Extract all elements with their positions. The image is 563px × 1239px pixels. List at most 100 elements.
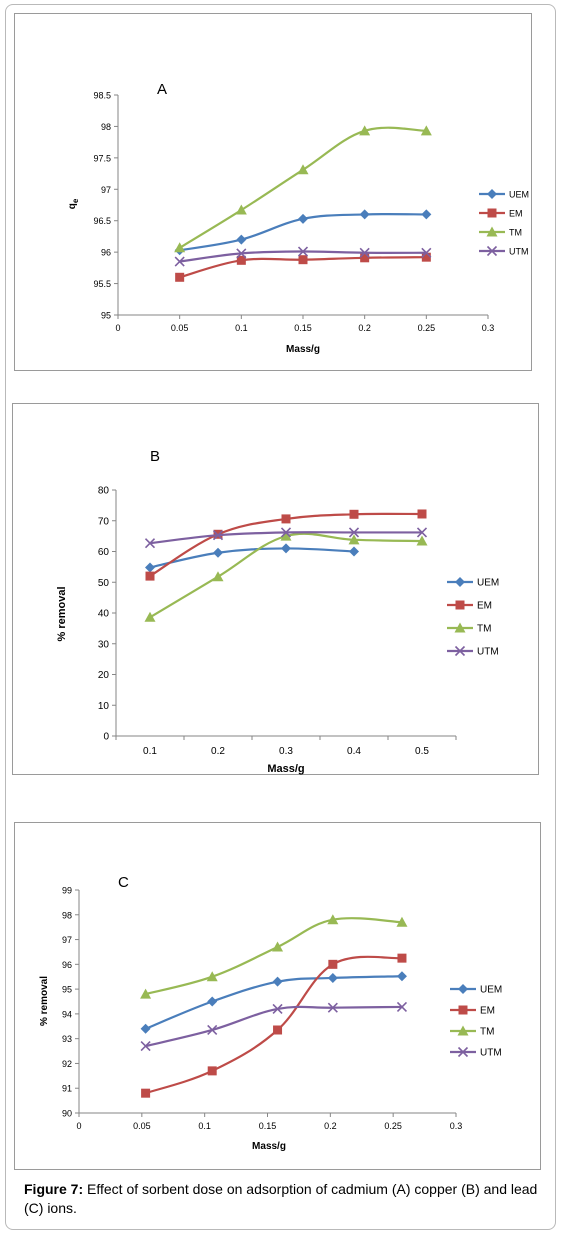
legend-item-utm: UTM xyxy=(447,645,499,658)
y-tick-label: 98.5 xyxy=(93,91,111,101)
x-tick-label: 0.05 xyxy=(171,323,189,333)
y-tick-label: 40 xyxy=(98,609,110,620)
legend-label: TM xyxy=(477,624,491,635)
x-tick-label: 0.25 xyxy=(418,323,436,333)
data-point-utm xyxy=(280,527,292,538)
series-utm xyxy=(174,246,432,267)
chart-panel-a: 95 95.5 96 96.5 97 97.5 98 98.5 0 0.05 0.1 0.15 0.2 0… xyxy=(14,13,532,371)
x-tick-label: 0.3 xyxy=(482,323,495,333)
caption-label: Figure 7: xyxy=(24,1181,84,1197)
series-line-uem xyxy=(149,547,355,569)
legend-label: UTM xyxy=(480,1048,502,1059)
y-tick-label: 96 xyxy=(62,960,72,970)
series-uem xyxy=(174,209,432,256)
chart-panel-b: 0 10 20 30 40 50 60 70 80 0.1 0.2 0.3 0.4 0.5 B Mass/g%… xyxy=(12,403,539,775)
data-point-utm xyxy=(421,247,432,258)
y-axis-label-subscript: e xyxy=(71,198,80,203)
data-point-uem xyxy=(359,209,370,220)
y-axis-label: qe xyxy=(67,198,80,209)
data-point-utm xyxy=(236,248,247,259)
data-point-em xyxy=(360,253,370,263)
legend-marker xyxy=(487,208,497,218)
series-em xyxy=(141,953,407,1098)
x-tick-label: 0.2 xyxy=(211,746,225,757)
legend-item-uem: UEM xyxy=(479,189,529,200)
y-tick-label: 97 xyxy=(62,935,72,945)
data-point-utm xyxy=(416,527,428,538)
y-tick-label: 20 xyxy=(98,670,110,681)
chart-panel-c: 90 91 92 93 94 95 96 97 98 99 0 0.05 0.1 0.15 0.2 0.25 0… xyxy=(14,822,541,1170)
y-tick-label: 97 xyxy=(101,185,111,195)
legend-item-uem: UEM xyxy=(447,577,499,589)
data-point-em xyxy=(421,252,431,262)
data-point-utm xyxy=(212,530,224,541)
legend-marker xyxy=(486,245,498,257)
panel-letter: B xyxy=(150,448,160,465)
data-point-uem xyxy=(207,996,218,1007)
x-tick-label: 0.1 xyxy=(235,323,248,333)
data-point-tm xyxy=(359,125,371,136)
legend-marker xyxy=(454,622,466,633)
data-point-tm xyxy=(348,534,360,545)
y-tick-label: 60 xyxy=(98,547,110,558)
data-point-tm xyxy=(280,530,292,541)
data-point-em xyxy=(298,255,308,265)
x-tick-label: 0.3 xyxy=(279,746,293,757)
legend-label: UEM xyxy=(480,985,502,996)
y-axis-label: % removal xyxy=(56,586,68,641)
data-point-em xyxy=(397,953,407,963)
legend-marker xyxy=(455,577,465,587)
data-point-em xyxy=(236,255,246,265)
legend-marker xyxy=(457,1025,469,1036)
y-tick-label: 30 xyxy=(98,639,110,650)
data-point-em xyxy=(328,959,338,969)
series-tm xyxy=(140,914,408,999)
legend-marker xyxy=(457,1046,469,1058)
y-tick-label: 95 xyxy=(62,985,72,995)
y-tick-label: 96.5 xyxy=(93,216,111,226)
legend-marker xyxy=(486,226,498,237)
chart-b: 0 10 20 30 40 50 60 70 80 0.1 0.2 0.3 0.4 0.5 B Mass/g%… xyxy=(56,448,499,775)
x-tick-label: 0.4 xyxy=(347,746,361,757)
y-tick-label: 95 xyxy=(101,311,111,321)
data-point-tm xyxy=(235,204,247,215)
data-point-tm xyxy=(272,941,284,952)
legend-label: EM xyxy=(509,209,523,219)
y-tick-label: 90 xyxy=(62,1109,72,1119)
y-tick-label: 91 xyxy=(62,1084,72,1094)
chart-a: 95 95.5 96 96.5 97 97.5 98 98.5 0 0.05 0.1 0.15 0.2 0… xyxy=(67,81,529,355)
x-tick-label: 0 xyxy=(115,323,120,333)
y-tick-label: 0 xyxy=(103,732,109,743)
x-axis-label: Mass/g xyxy=(286,344,320,355)
figure-frame xyxy=(5,4,556,1230)
y-tick-label: 96 xyxy=(101,248,111,258)
x-tick-label: 0.05 xyxy=(133,1121,151,1131)
x-axis-label: Mass/g xyxy=(252,1141,286,1152)
data-point-uem xyxy=(396,971,407,982)
y-tick-label: 97.5 xyxy=(93,153,111,163)
x-tick-label: 0 xyxy=(76,1121,81,1131)
series-utm xyxy=(144,527,428,549)
x-tick-label: 0.2 xyxy=(324,1121,337,1131)
caption-text: Effect of sorbent dose on adsorption of … xyxy=(24,1181,538,1216)
data-point-em xyxy=(349,509,359,519)
data-point-uem xyxy=(298,213,308,224)
panel-letter: A xyxy=(157,81,167,98)
data-point-utm xyxy=(140,1041,151,1052)
legend-label: UTM xyxy=(509,247,529,257)
legend-label: UEM xyxy=(477,578,499,589)
legend-label: EM xyxy=(477,601,492,612)
data-point-em xyxy=(145,571,155,581)
data-point-utm xyxy=(327,1002,338,1013)
data-point-uem xyxy=(140,1023,151,1034)
x-tick-label: 0.1 xyxy=(143,746,157,757)
legend-marker xyxy=(487,189,497,199)
data-point-utm xyxy=(359,247,370,258)
y-tick-label: 70 xyxy=(98,516,110,527)
data-point-uem xyxy=(349,546,359,557)
series-tm xyxy=(174,125,432,253)
legend-item-em: EM xyxy=(479,208,523,219)
x-axis-label: Mass/g xyxy=(267,763,304,775)
legend-label: TM xyxy=(509,228,522,238)
legend-item-uem: UEM xyxy=(450,984,502,996)
